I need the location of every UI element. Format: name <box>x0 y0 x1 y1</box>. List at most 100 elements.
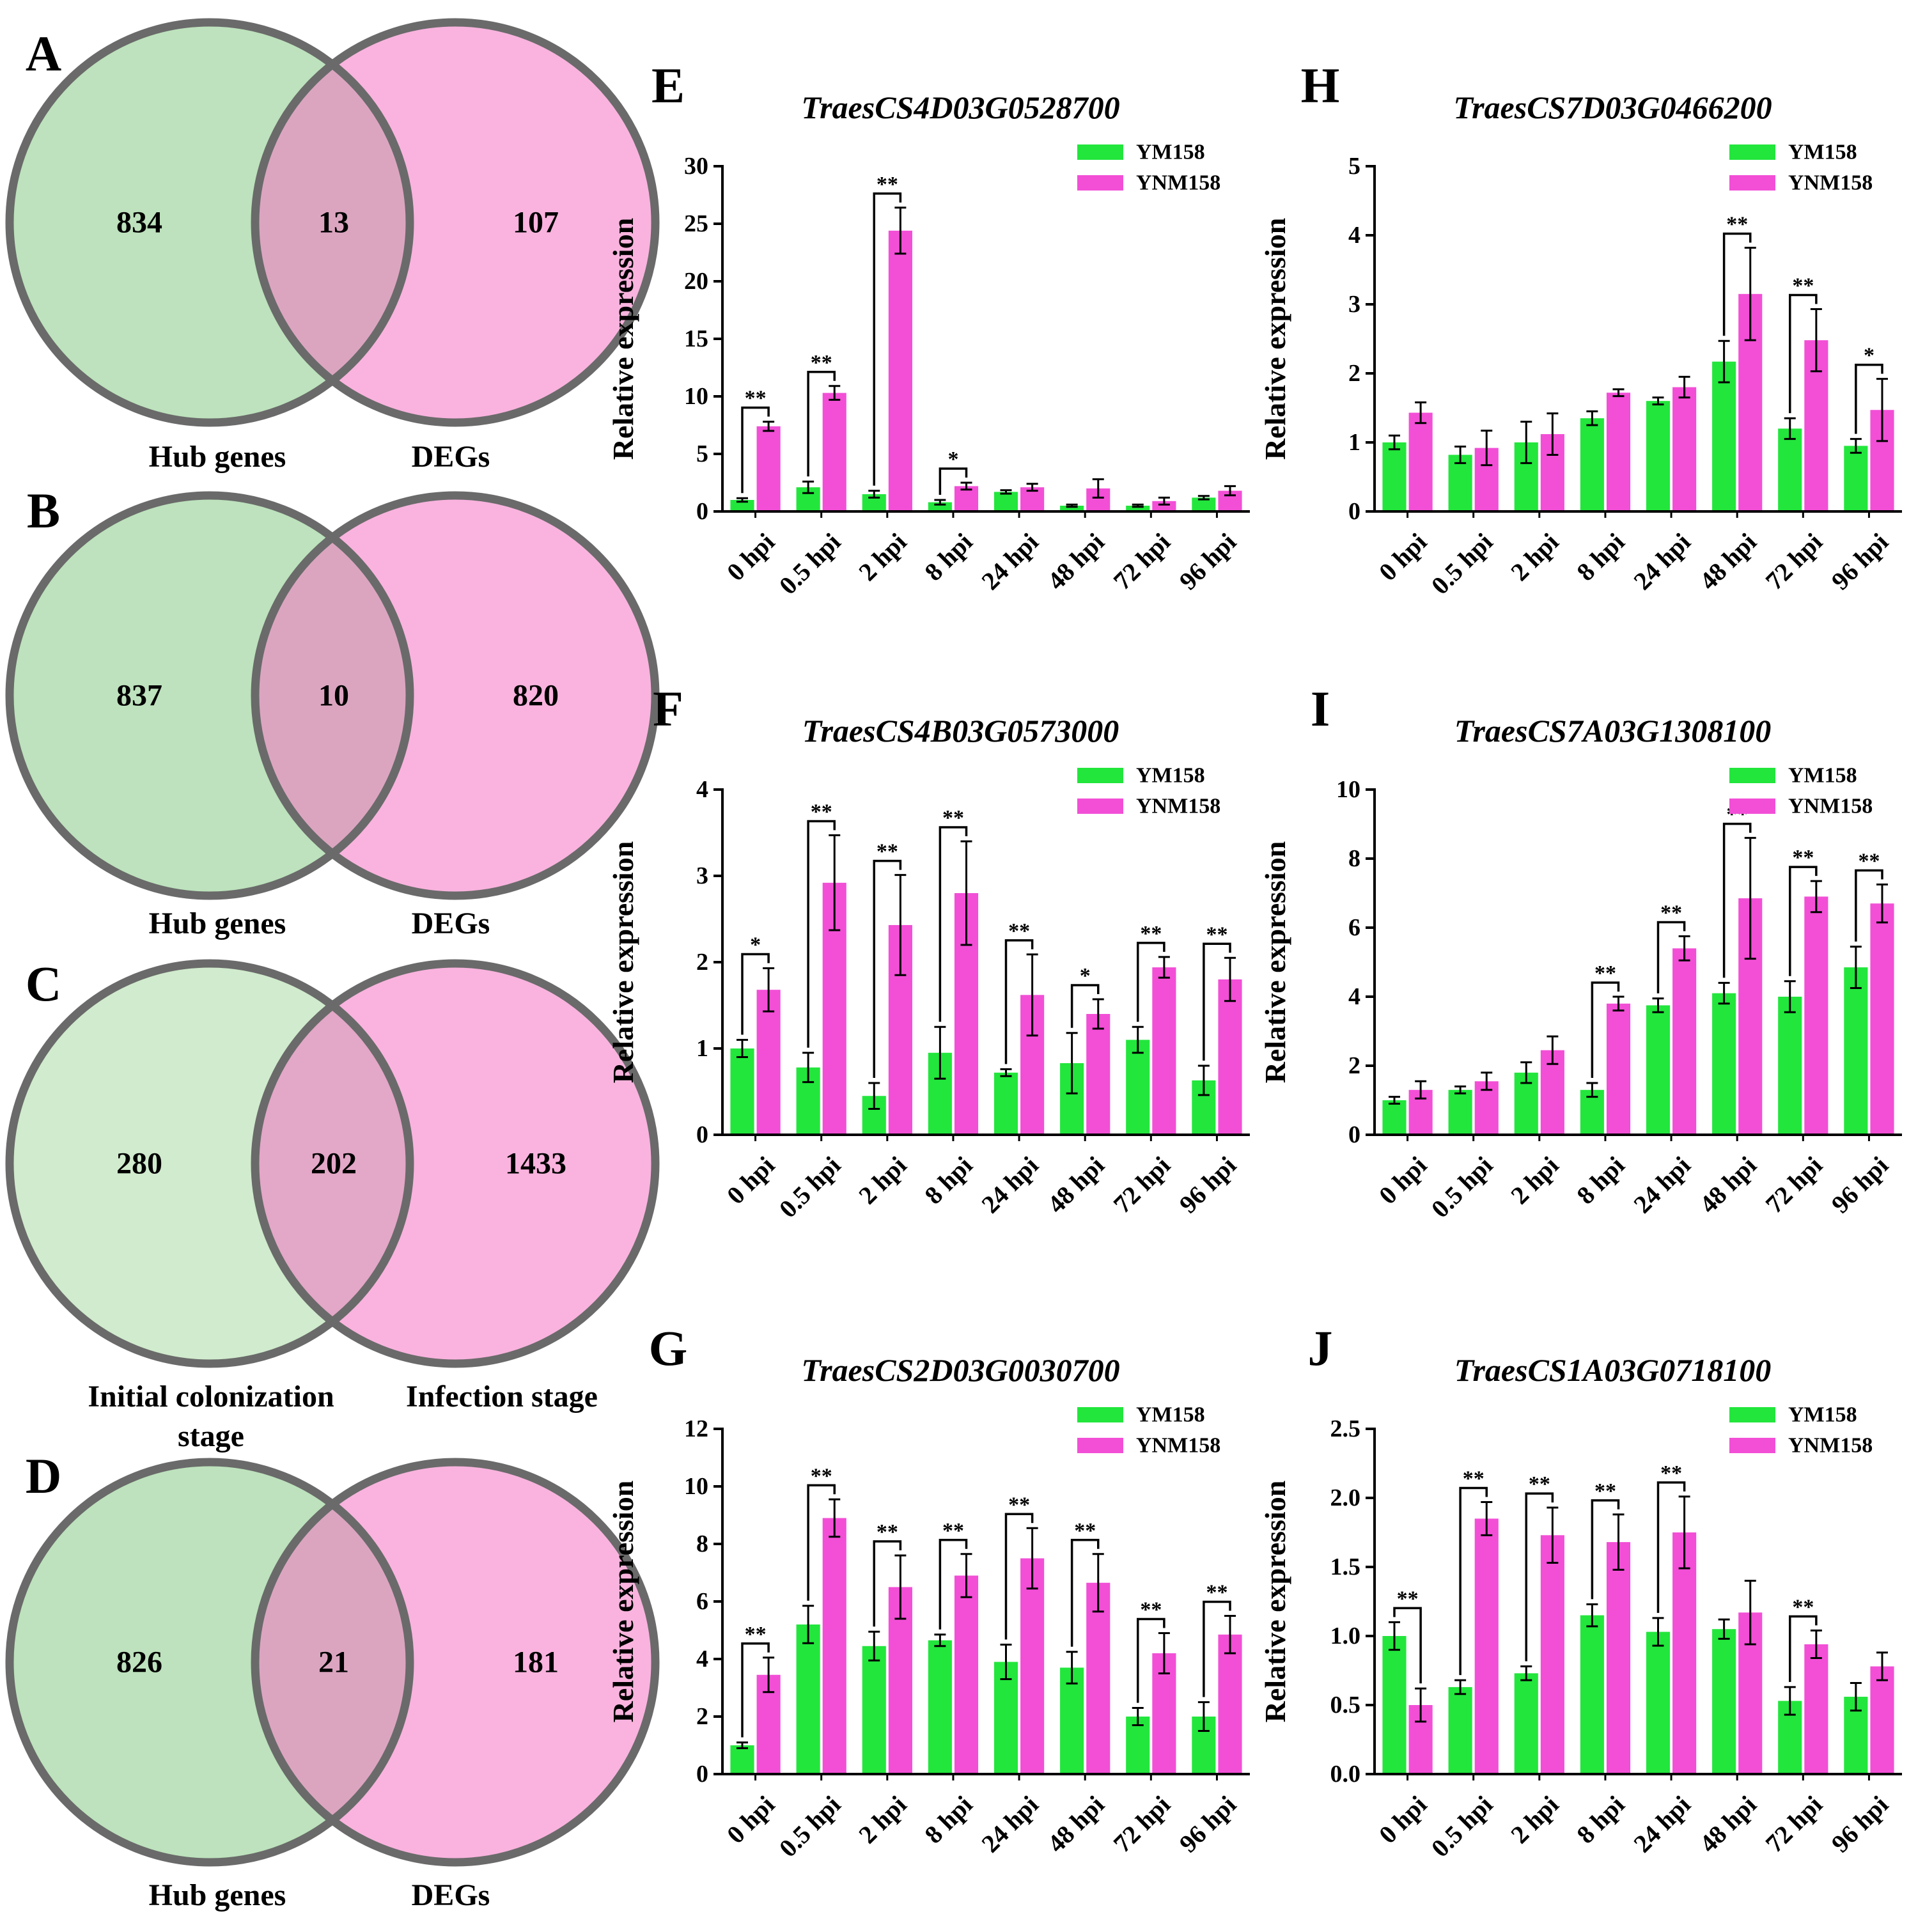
legend-label: YM158 <box>1788 764 1857 788</box>
chart-title: TraesCS4D03G0528700 <box>801 90 1119 125</box>
bar-ynm158 <box>1804 896 1828 1135</box>
bar-ym158 <box>1060 506 1084 511</box>
significance-mark: ** <box>1792 846 1814 869</box>
venn-B: 837 10 820 B Hub genes DEGs <box>5 483 660 940</box>
chart-H: H TraesCS7D03G0466200 Relative expression 0… <box>1259 58 1902 600</box>
x-tick-label: 96 hpi <box>1826 527 1894 595</box>
x-tick-label: 2 hpi <box>1505 527 1564 586</box>
significance-mark: ** <box>811 800 832 824</box>
bar-ym158 <box>1448 455 1472 511</box>
legend-label: YM158 <box>1788 141 1857 164</box>
y-tick-label: 1.0 <box>1330 1623 1361 1649</box>
legend-swatch <box>1077 144 1123 160</box>
bar-ym158 <box>1126 1040 1150 1135</box>
significance-bracket <box>873 192 902 486</box>
significance-mark: ** <box>1008 919 1030 943</box>
legend-swatch <box>1729 144 1775 160</box>
significance-bracket <box>939 826 968 1022</box>
venn-A: 834 13 107 A Hub genes DEGs <box>5 18 660 474</box>
significance-bracket <box>1656 1481 1686 1613</box>
x-tick-label: 24 hpi <box>976 1790 1043 1858</box>
x-tick-label: 72 hpi <box>1760 1790 1828 1858</box>
chart-title: TraesCS2D03G0030700 <box>801 1352 1119 1388</box>
x-tick-label: 96 hpi <box>1826 1151 1894 1219</box>
significance-bracket <box>741 406 770 494</box>
panel-letter: H <box>1301 58 1340 113</box>
bar-ynm158 <box>1218 1634 1242 1774</box>
significance-bracket <box>873 1540 902 1627</box>
panel-letter: A <box>26 26 61 81</box>
bar-ynm158 <box>756 426 781 511</box>
venn-right-label: DEGs <box>412 907 490 940</box>
venn-left-label-line2: stage <box>178 1419 244 1453</box>
bar-ynm158 <box>1606 1542 1631 1774</box>
y-tick-label: 8 <box>1348 845 1360 872</box>
bar-ynm158 <box>822 1518 846 1774</box>
significance-bracket <box>1004 1513 1034 1640</box>
significance-mark: ** <box>1858 850 1880 873</box>
y-axis-label: Relative expression <box>1259 218 1291 460</box>
x-tick-label: 0.5 hpi <box>774 527 846 600</box>
significance-mark: ** <box>1206 923 1227 946</box>
x-tick-label: 8 hpi <box>1571 527 1630 586</box>
bar-ym158 <box>1514 1673 1538 1774</box>
bar-ynm158 <box>888 230 912 511</box>
bar-ynm158 <box>1474 1518 1499 1774</box>
bar-ym158 <box>994 1662 1018 1774</box>
significance-bracket <box>1004 939 1034 1064</box>
y-tick-label: 0 <box>696 1761 708 1788</box>
significance-mark: ** <box>877 840 898 864</box>
legend-swatch <box>1077 1438 1123 1453</box>
significance-bracket <box>939 467 968 495</box>
significance-mark: ** <box>745 387 767 410</box>
significance-mark: ** <box>1594 962 1616 985</box>
y-tick-label: 0.5 <box>1330 1692 1361 1718</box>
legend-swatch <box>1077 1407 1123 1422</box>
x-tick-label: 2 hpi <box>1505 1151 1564 1210</box>
significance-mark: ** <box>1140 922 1162 946</box>
bar-ym158 <box>1646 401 1671 511</box>
panel-letter: D <box>26 1448 61 1504</box>
x-tick-label: 96 hpi <box>1174 527 1242 595</box>
bar-ym158 <box>994 1072 1018 1135</box>
significance-bracket <box>1722 232 1752 336</box>
bar-ym158 <box>862 1646 886 1774</box>
bar-ym158 <box>1844 446 1868 511</box>
legend-label: YM158 <box>1788 1403 1857 1427</box>
significance-mark: * <box>750 933 761 956</box>
y-tick-label: 6 <box>1348 914 1360 941</box>
venn-right-label: DEGs <box>412 1878 490 1912</box>
bar-ynm158 <box>1218 979 1242 1135</box>
bar-ym158 <box>1646 1632 1671 1774</box>
bar-ynm158 <box>1152 967 1176 1135</box>
bar-ynm158 <box>1152 501 1176 511</box>
legend-label: YNM158 <box>1136 795 1220 818</box>
x-tick-label: 0 hpi <box>721 1790 780 1849</box>
significance-mark: ** <box>942 806 964 830</box>
bar-ym158 <box>1580 1615 1604 1774</box>
bar-ym158 <box>1778 997 1802 1135</box>
venn-left-label: Hub genes <box>149 907 286 940</box>
venn-D: 826 21 181 D Hub genes DEGs <box>5 1448 660 1912</box>
bar-ym158 <box>730 1048 754 1135</box>
chart-title: TraesCS1A03G0718100 <box>1454 1352 1771 1388</box>
venn-right-value: 181 <box>513 1646 559 1679</box>
bar-ym158 <box>928 1640 952 1774</box>
significance-bracket <box>1591 1499 1620 1600</box>
significance-mark: ** <box>877 1520 898 1544</box>
significance-bracket <box>807 1484 836 1601</box>
y-tick-label: 4 <box>1348 222 1360 249</box>
y-axis-label: Relative expression <box>607 218 639 460</box>
y-tick-label: 12 <box>684 1415 708 1442</box>
venn-right-value: 1433 <box>505 1147 566 1181</box>
bar-ym158 <box>1382 1100 1407 1135</box>
legend-label: YM158 <box>1136 141 1205 164</box>
y-tick-label: 10 <box>684 1473 708 1500</box>
significance-bracket <box>1137 942 1165 1022</box>
significance-mark: ** <box>1463 1467 1485 1490</box>
y-tick-label: 0.0 <box>1330 1761 1361 1788</box>
significance-bracket <box>1789 866 1818 976</box>
y-tick-label: 10 <box>1336 776 1360 803</box>
venn-left-value: 826 <box>116 1646 162 1679</box>
x-tick-label: 72 hpi <box>1760 1151 1828 1219</box>
